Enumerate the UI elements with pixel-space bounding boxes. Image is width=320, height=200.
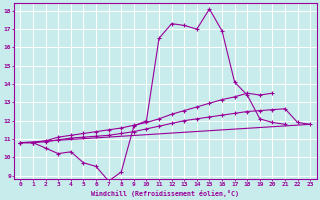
X-axis label: Windchill (Refroidissement éolien,°C): Windchill (Refroidissement éolien,°C) <box>91 190 239 197</box>
